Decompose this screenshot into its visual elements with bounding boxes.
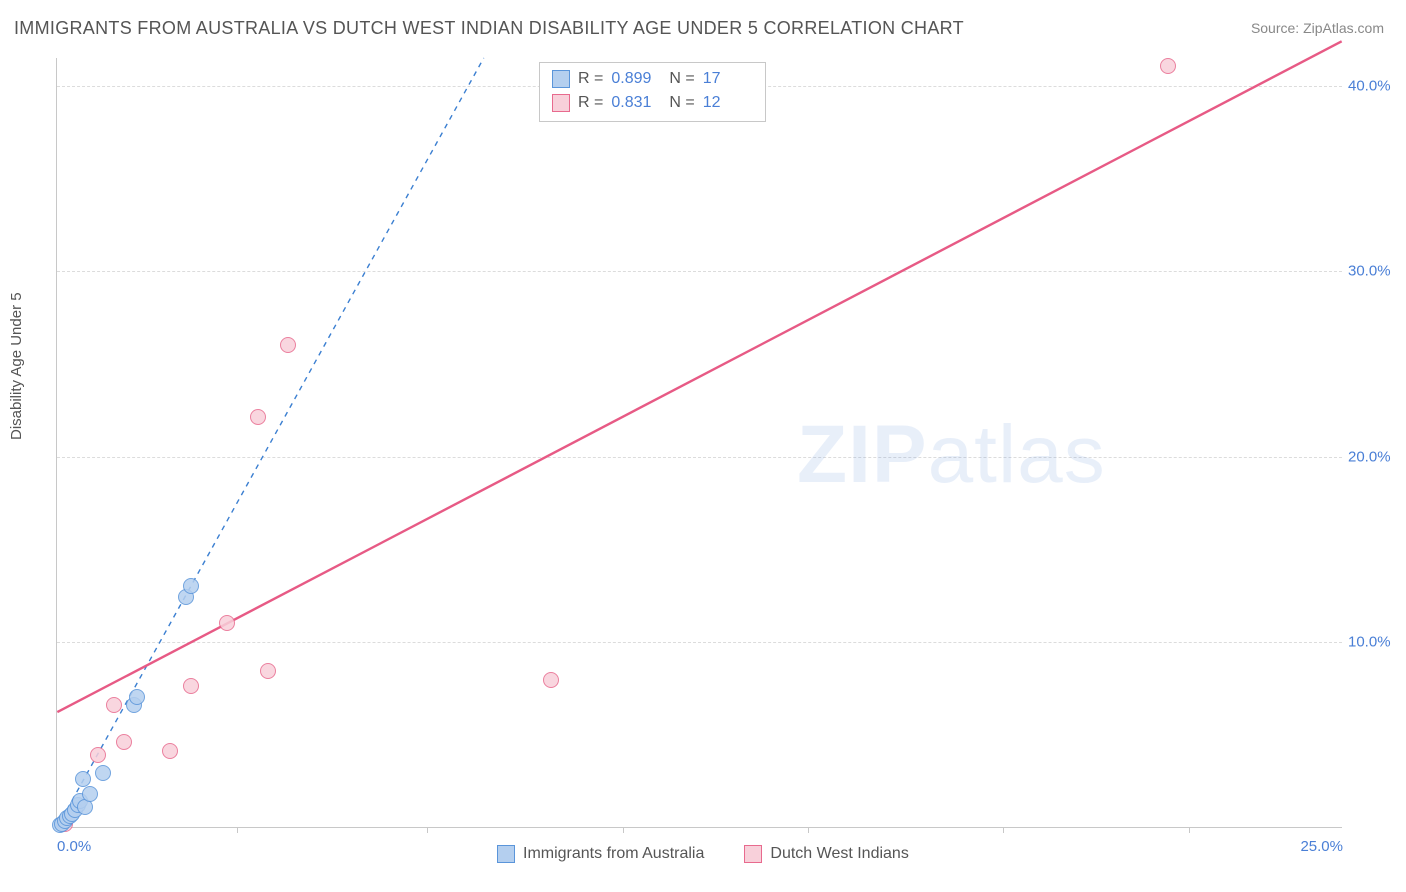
legend-r-label: R = [578,91,603,115]
scatter-point-series-b [250,409,266,425]
legend-item: Immigrants from Australia [497,845,704,863]
scatter-point-series-b [260,663,276,679]
x-tick-mark [1189,827,1190,833]
legend-n-label: N = [669,67,694,91]
trend-line [57,41,1341,712]
source-attribution: Source: ZipAtlas.com [1251,20,1384,36]
scatter-point-series-b [1160,58,1176,74]
trend-lines-layer [57,58,1342,827]
scatter-point-series-b [116,734,132,750]
scatter-point-series-b [90,747,106,763]
legend-swatch [552,94,570,112]
legend-label: Dutch West Indians [770,845,908,863]
x-tick-mark [623,827,624,833]
x-tick-mark [1003,827,1004,833]
legend-swatch [497,845,515,863]
scatter-point-series-b [543,672,559,688]
x-tick-mark [808,827,809,833]
legend-label: Immigrants from Australia [523,845,704,863]
x-tick-label: 0.0% [57,838,91,855]
chart-title: IMMIGRANTS FROM AUSTRALIA VS DUTCH WEST … [14,18,964,39]
scatter-point-series-b [280,337,296,353]
y-tick-label: 10.0% [1348,634,1406,651]
plot-area: ZIPatlas R =0.899N =17R =0.831N =12 Immi… [56,58,1342,828]
scatter-point-series-b [219,615,235,631]
correlation-legend: R = 0.899 N = 17 R = 0.831 N = 12 [539,62,766,122]
y-tick-label: 30.0% [1348,263,1406,280]
y-tick-label: 20.0% [1348,448,1406,465]
x-tick-mark [237,827,238,833]
legend-r-label: R = [578,67,603,91]
scatter-point-series-b [183,678,199,694]
legend-r-value: 0.831 [611,91,661,115]
scatter-point-series-a [183,578,199,594]
scatter-point-series-a [129,689,145,705]
legend-n-label: N = [669,91,694,115]
scatter-point-series-a [95,765,111,781]
series-legend: Immigrants from Australia Dutch West Indi… [497,845,909,863]
scatter-point-series-a [75,771,91,787]
y-tick-label: 40.0% [1348,77,1406,94]
x-tick-label: 25.0% [1300,838,1343,855]
legend-item: Dutch West Indians [744,845,908,863]
legend-swatch [552,70,570,88]
y-axis-label: Disability Age Under 5 [8,292,25,440]
legend-n-value: 12 [703,91,753,115]
legend-r-value: 0.899 [611,67,661,91]
x-tick-mark [427,827,428,833]
legend-row: R = 0.899 N = 17 [552,67,753,91]
scatter-point-series-a [82,786,98,802]
legend-row: R = 0.831 N = 12 [552,91,753,115]
legend-n-value: 17 [703,67,753,91]
scatter-point-series-b [162,743,178,759]
scatter-point-series-b [106,697,122,713]
trend-line [57,58,483,827]
legend-swatch [744,845,762,863]
